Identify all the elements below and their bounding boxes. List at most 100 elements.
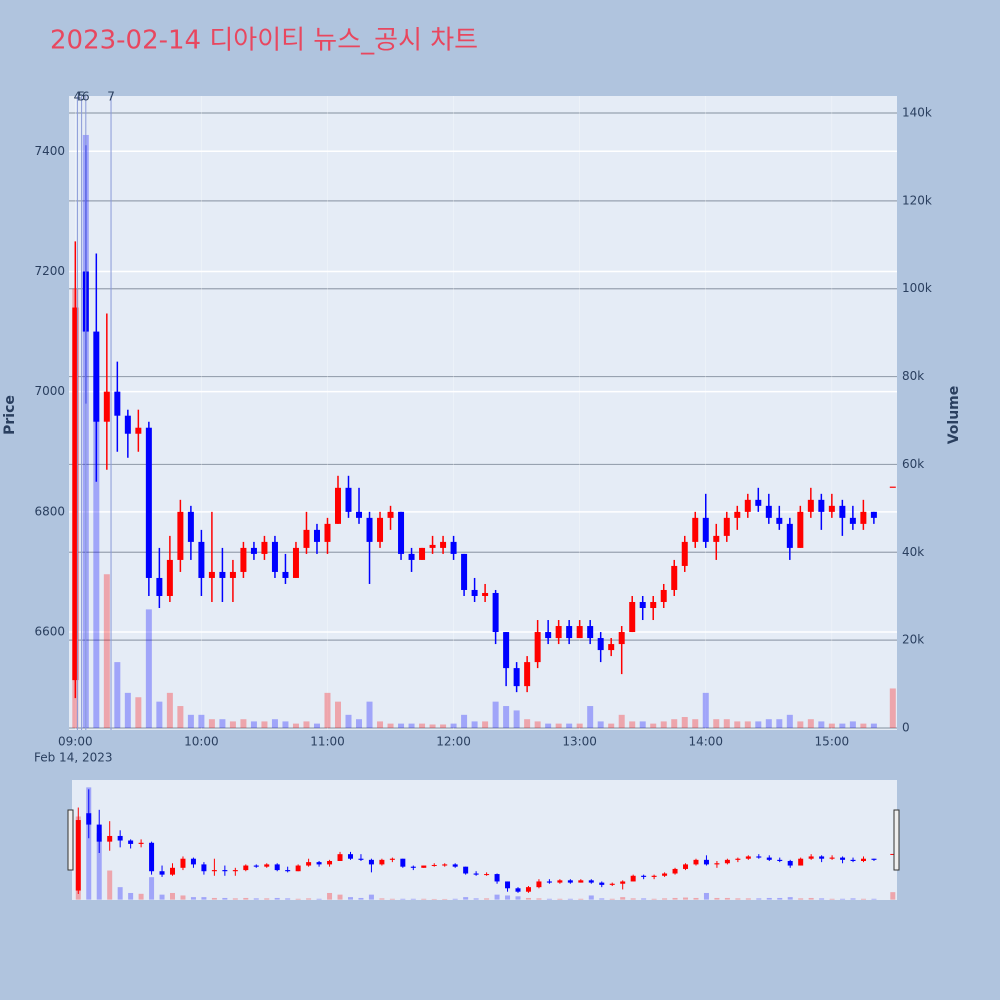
candle-body (135, 427, 142, 434)
candle-body (240, 547, 247, 572)
slider-volume-bar (96, 833, 102, 900)
slider-volume-bar (190, 897, 196, 900)
volume-bar (419, 723, 426, 729)
x-tick-label: 12:00 (436, 735, 471, 749)
volume-bar (440, 724, 447, 729)
slider-candle-body (253, 865, 259, 867)
volume-bar (250, 721, 257, 729)
candle-body (114, 391, 121, 416)
volume-bar (387, 723, 394, 729)
candle-body (870, 511, 877, 518)
slider-candle-body (264, 864, 270, 867)
annotation-label: 4 (74, 90, 82, 104)
slider-candle-body (787, 860, 793, 866)
range-slider[interactable] (72, 780, 897, 900)
slider-candle-body (410, 866, 416, 868)
slider-volume-bar (714, 897, 720, 900)
slider-candle-body (651, 875, 657, 877)
slider-handle[interactable] (893, 809, 900, 871)
slider-candle-body (170, 867, 176, 875)
y-tick-label: 6800 (34, 504, 65, 518)
slider-candle-body (149, 842, 155, 872)
slider-candle-body (128, 840, 134, 844)
volume-bar (681, 717, 688, 729)
slider-candle-body (347, 854, 353, 859)
candle-body (387, 511, 394, 518)
volume-bar (240, 719, 247, 729)
candle-body (807, 499, 814, 512)
candle-body (93, 331, 100, 422)
slider-candle-body (107, 835, 113, 842)
slider-candle-body (693, 859, 699, 865)
volume-bar (587, 706, 594, 729)
x-tick-label: 09:00 (58, 735, 93, 749)
slider-volume-bar (211, 897, 217, 900)
volume-bar (482, 721, 489, 729)
candle-body (124, 415, 131, 434)
candle-body (440, 541, 447, 548)
y-axis-title: Price (2, 395, 18, 435)
candle-body (461, 553, 468, 590)
slider-candle-body (484, 874, 490, 876)
slider-volume-bar (86, 787, 92, 900)
slider-volume-bar (808, 897, 814, 900)
volume-bar (597, 721, 604, 729)
slider-volume-bar (693, 897, 699, 900)
slider-volume-bar (368, 894, 374, 900)
slider-volume-bar (117, 887, 123, 900)
volume-bar (198, 714, 205, 729)
candle-body (145, 427, 152, 578)
slider-candle-body (211, 870, 217, 872)
volume-bar (345, 714, 352, 729)
slider-candle-body (222, 870, 228, 872)
slider-volume-bar (756, 898, 762, 900)
y2-axis-title: Volume (946, 386, 962, 445)
volume-bar (660, 721, 667, 729)
slider-volume-bar (400, 898, 406, 900)
candle-body (324, 523, 331, 542)
candle-body (639, 601, 646, 609)
candle-body (419, 547, 426, 560)
y2-tick-label: 100k (902, 281, 932, 295)
slider-candle-body (683, 864, 689, 869)
slider-candle-body (389, 858, 395, 860)
slider-candle-body (431, 864, 437, 866)
volume-bar (398, 723, 405, 729)
slider-volume-bar (567, 898, 573, 900)
slider-handle[interactable] (67, 809, 74, 871)
slider-volume-bar (703, 892, 709, 900)
candle-body (818, 499, 825, 512)
candle-body (660, 589, 667, 602)
candle-body (334, 487, 341, 524)
volume-bar (356, 719, 363, 729)
slider-candle-body (620, 881, 626, 884)
volume-bar (156, 701, 163, 729)
volume-bar (566, 723, 573, 729)
slider-candle-body (515, 888, 521, 892)
slider-volume-bar (473, 898, 479, 900)
candle-body (776, 517, 783, 524)
volume-bar (503, 706, 510, 729)
slider-volume-bar (442, 898, 448, 900)
volume-bar (765, 719, 772, 729)
slider-volume-bar (484, 898, 490, 900)
volume-bar (576, 723, 583, 729)
slider-volume-bar (180, 895, 186, 900)
slider-volume-bar (431, 898, 437, 900)
volume-bar (166, 692, 173, 729)
volume-bar (744, 721, 751, 729)
volume-bar (797, 721, 804, 729)
volume-bar (408, 723, 415, 729)
volume-bar (429, 724, 436, 729)
volume-bar (786, 714, 793, 729)
volume-bar (282, 721, 289, 729)
volume-bar (723, 719, 730, 729)
slider-volume-bar (850, 898, 856, 900)
slider-candle-body (337, 854, 343, 861)
slider-volume-bar (201, 897, 207, 900)
volume-bar (534, 721, 541, 729)
slider-volume-bar (724, 897, 730, 900)
candle-body (889, 486, 896, 488)
candle-body (250, 547, 257, 554)
